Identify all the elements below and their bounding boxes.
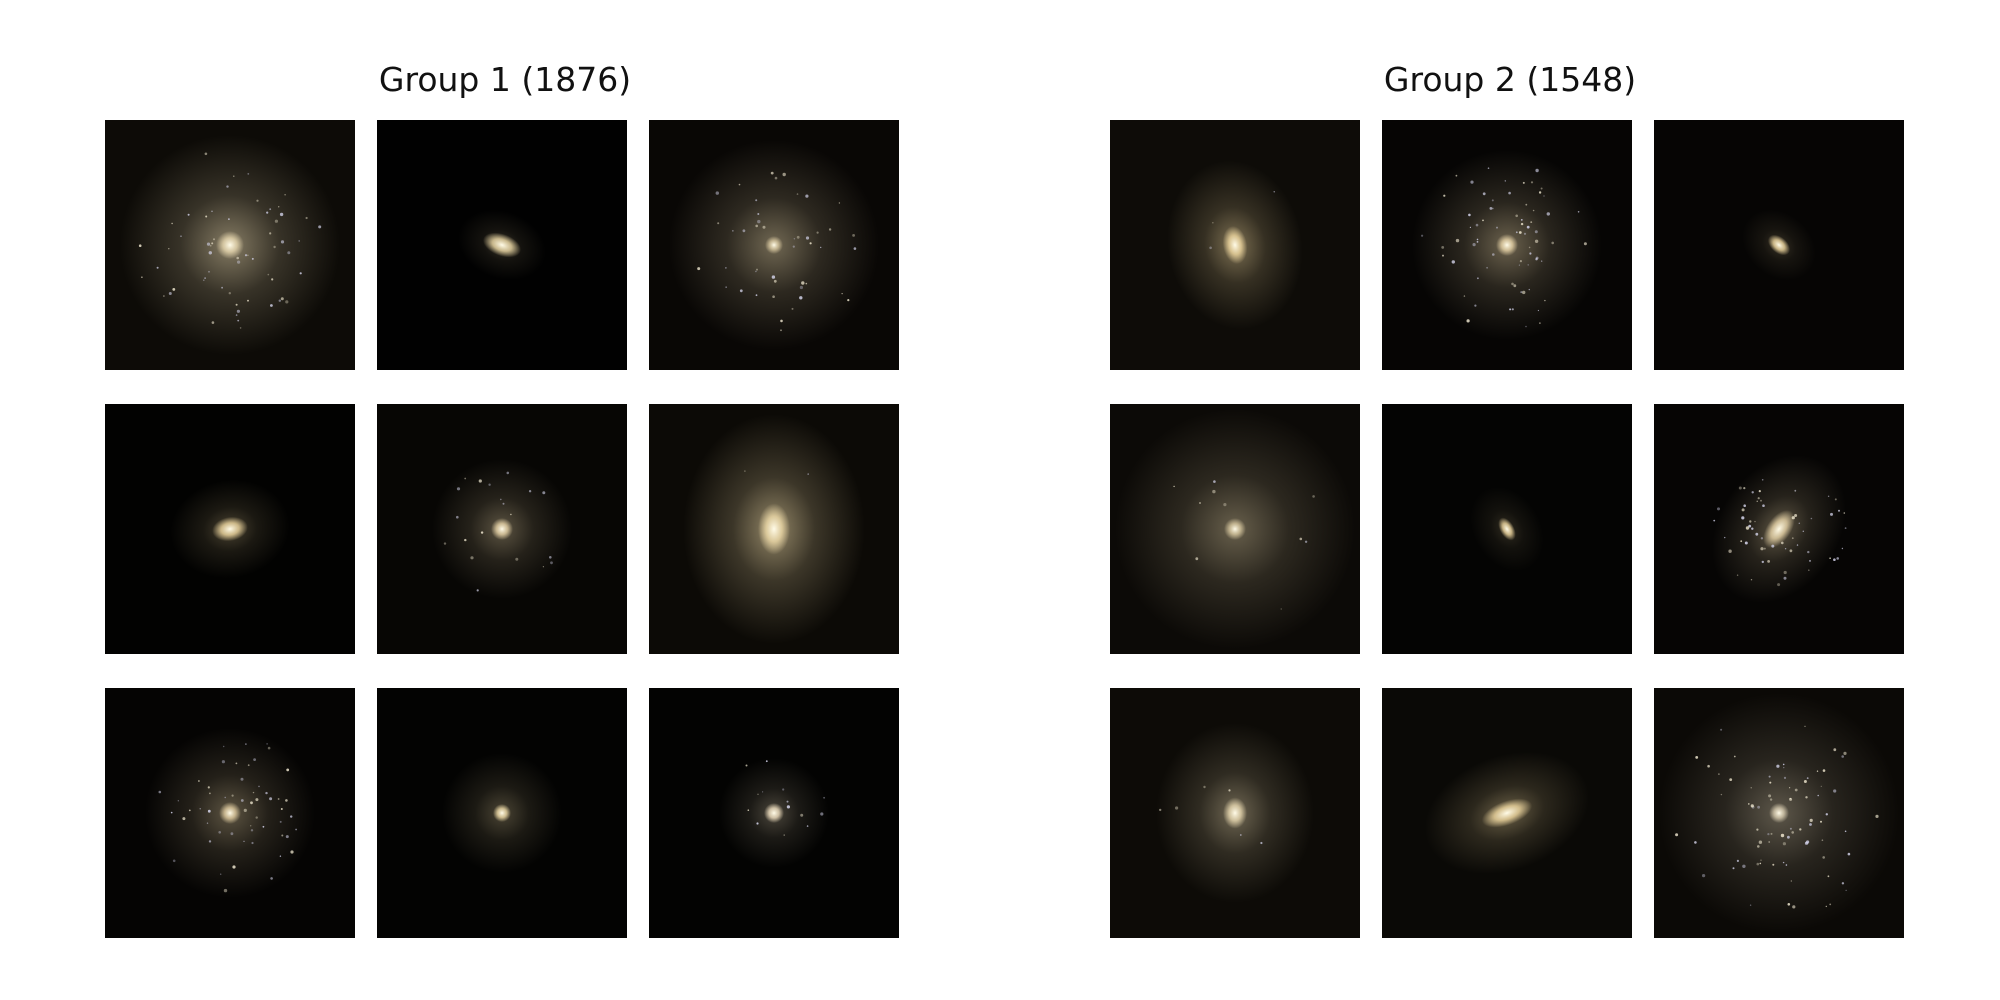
- galaxy-compact-round-image: [377, 688, 627, 938]
- image-grid: [1110, 120, 1910, 938]
- galaxy-extended-halo-image: [1110, 404, 1360, 654]
- group-panel-2: Group 2 (1548): [1110, 0, 1910, 1000]
- galaxy-compact-elongated-image: [377, 120, 627, 370]
- galaxy-large-elliptical-image: [649, 404, 899, 654]
- group-title: Group 2 (1548): [1383, 60, 1637, 99]
- galaxy-double-core-image: [1110, 120, 1360, 370]
- galaxy-compact-disk-image: [377, 404, 627, 654]
- galaxy-merger-tidal-image: [649, 688, 899, 938]
- galaxy-star-forming-disk-image: [1382, 120, 1632, 370]
- galaxy-elliptical-small-image: [105, 404, 355, 654]
- galaxy-pair-small-image: [1382, 404, 1632, 654]
- image-grid: [105, 120, 905, 938]
- galaxy-edge-on-elongated-image: [1382, 688, 1632, 938]
- galaxy-face-on-spiral-image: [105, 120, 355, 370]
- galaxy-barred-clumpy-image: [1654, 404, 1904, 654]
- galaxy-diffuse-clumpy-image: [1654, 688, 1904, 938]
- galaxy-ring-core-image: [1110, 688, 1360, 938]
- galaxy-spiral-clumpy-image: [105, 688, 355, 938]
- galaxy-compact-tiny-image: [1654, 120, 1904, 370]
- galaxy-diffuse-disk-image: [649, 120, 899, 370]
- group-title: Group 1 (1876): [378, 60, 632, 99]
- group-panel-1: Group 1 (1876): [105, 0, 905, 1000]
